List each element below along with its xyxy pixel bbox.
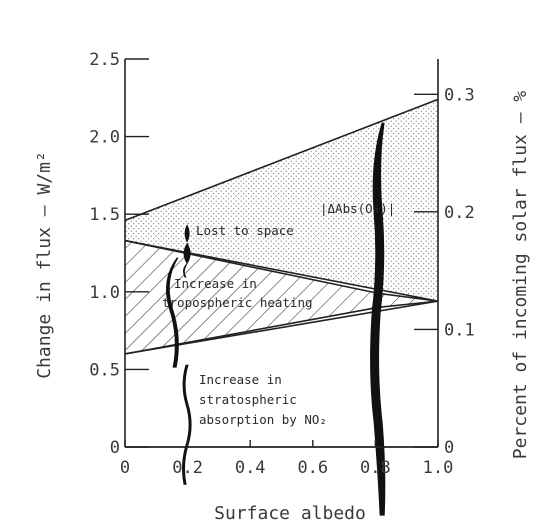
chart-axes: 0 0.2 0.4 0.6 0.8 1.000.51.01.52.02.500.10.20… bbox=[89, 50, 474, 478]
annotation-trop-line1: Increase in bbox=[174, 276, 257, 291]
break-marker-middle bbox=[165, 257, 179, 368]
y-right-tick-label-2: 0.2 bbox=[444, 203, 475, 223]
y-left-tick-label-0: 0 bbox=[110, 438, 120, 458]
break-marker-lower bbox=[182, 364, 192, 485]
region-1 bbox=[125, 240, 438, 354]
chart-edges bbox=[124, 98, 439, 516]
x-tick-label-0: 0 bbox=[120, 458, 130, 478]
y-right-tick-label-3: 0.3 bbox=[444, 85, 475, 105]
x-axis-title: Surface albedo bbox=[214, 503, 366, 524]
x-tick-label-4: 0.8 bbox=[360, 458, 391, 478]
x-tick-label-5: 1.0 bbox=[423, 458, 454, 478]
y-axis-right-title: Percent of incoming solar flux – % bbox=[510, 91, 531, 460]
chart-regions bbox=[125, 99, 438, 354]
break-marker-right bbox=[370, 122, 386, 516]
region-0 bbox=[125, 99, 438, 302]
y-left-tick-label-2: 1.0 bbox=[89, 283, 120, 303]
chart-annotations: Lost to space |ΔAbs(O₃)| Increase in tro… bbox=[162, 201, 395, 427]
y-left-tick-label-1: 0.5 bbox=[89, 360, 120, 380]
chart-labels: Surface albedo Change in flux – W/m² Per… bbox=[34, 91, 531, 524]
y-left-tick-label-4: 2.0 bbox=[89, 128, 120, 148]
annotation-trop-line2: tropospheric heating bbox=[162, 295, 313, 310]
series-line-upper-0 bbox=[124, 98, 439, 222]
y-right-tick-label-1: 0.1 bbox=[444, 320, 475, 340]
annotation-strat-line2: stratospheric bbox=[199, 392, 297, 407]
break-marker-upper bbox=[183, 223, 191, 278]
annotation-lost-to-space: Lost to space bbox=[196, 223, 294, 238]
y-axis-left-title: Change in flux – W/m² bbox=[34, 151, 55, 379]
annotation-strat-line1: Increase in bbox=[199, 372, 282, 387]
y-left-tick-label-5: 2.5 bbox=[89, 50, 120, 70]
x-tick-label-3: 0.6 bbox=[297, 458, 328, 478]
annotation-delta-abs-o3: |ΔAbs(O₃)| bbox=[320, 201, 395, 216]
y-left-tick-label-3: 1.5 bbox=[89, 205, 120, 225]
x-tick-label-2: 0.4 bbox=[235, 458, 266, 478]
x-tick-label-1: 0.2 bbox=[172, 458, 203, 478]
y-right-tick-label-0: 0 bbox=[444, 438, 454, 458]
annotation-strat-line3: absorption by NO₂ bbox=[199, 412, 327, 427]
